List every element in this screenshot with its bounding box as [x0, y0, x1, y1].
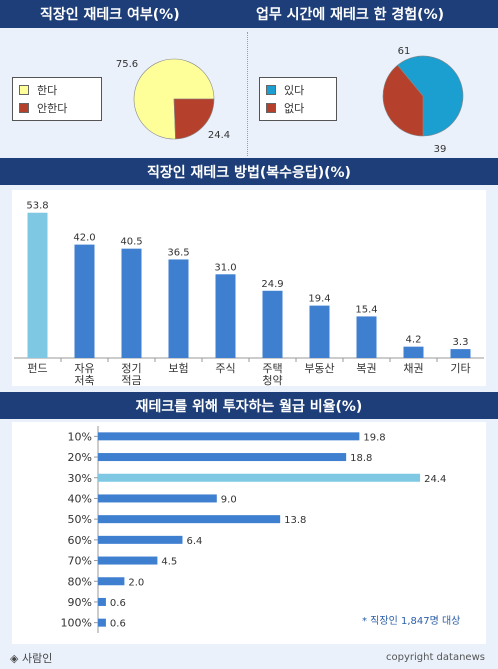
- category-label: 자유: [74, 362, 94, 375]
- source-label: ◈ 사람인: [10, 652, 53, 665]
- bar-value-label: 3.3: [453, 337, 469, 348]
- bar-value-label: 31.0: [214, 262, 236, 273]
- copyright-label: copyright datanews: [386, 652, 485, 663]
- methods-title: 직장인 재테크 방법(복수응답)(%): [147, 164, 351, 181]
- pie2-title: 업무 시간에 재테크 한 경험(%): [256, 7, 444, 23]
- bar: [262, 290, 283, 358]
- category-label: 90%: [68, 596, 92, 609]
- pie1-legend: 한다 안한다: [12, 77, 102, 121]
- bar: [98, 432, 360, 441]
- category-label: 70%: [68, 555, 92, 568]
- bar-value-label: 6.4: [186, 536, 202, 547]
- bar: [74, 244, 95, 358]
- category-label: 복권: [356, 362, 376, 375]
- sample-note: * 직장인 1,847명 대상: [362, 616, 461, 627]
- bar: [98, 597, 106, 606]
- bar-value-label: 2.0: [128, 577, 144, 588]
- bar-value-label: 19.8: [363, 432, 385, 443]
- bar-value-label: 15.4: [355, 304, 377, 315]
- pie-slice-label: 61: [398, 46, 411, 57]
- category-label: 펀드: [27, 362, 47, 375]
- bar: [356, 316, 377, 358]
- pie2-legend: 있다 없다: [259, 77, 337, 121]
- pie1-title: 직장인 재테크 여부(%): [40, 7, 180, 23]
- category-label: 60%: [68, 534, 92, 547]
- category-label: 적금: [121, 374, 141, 387]
- pie-slice: [382, 64, 424, 137]
- bar: [27, 212, 48, 358]
- bar-value-label: 53.8: [26, 201, 48, 212]
- bar-value-label: 9.0: [221, 494, 237, 505]
- bar: [403, 346, 424, 358]
- category-label: 청약: [262, 373, 282, 387]
- bar-value-label: 4.5: [161, 557, 177, 568]
- bar-value-label: 13.8: [284, 515, 306, 526]
- legend-label: 한다: [37, 84, 58, 97]
- bar: [168, 259, 189, 358]
- legend-swatch: [266, 85, 276, 95]
- bar: [98, 494, 217, 503]
- top-header-band: 직장인 재테크 여부(%) 업무 시간에 재테크 한 경험(%): [0, 0, 498, 28]
- legend-label: 없다: [284, 102, 305, 115]
- bar-value-label: 24.9: [261, 279, 283, 290]
- bar: [98, 535, 183, 544]
- category-label: 주택: [262, 362, 282, 375]
- bar-value-label: 4.2: [406, 335, 422, 346]
- legend-swatch: [266, 103, 276, 113]
- category-label: 50%: [68, 513, 92, 526]
- category-label: 100%: [61, 617, 92, 630]
- category-label: 보험: [168, 362, 188, 375]
- pie-divider: [247, 32, 248, 156]
- category-label: 저축: [74, 374, 94, 387]
- methods-header-band: 직장인 재테크 방법(복수응답)(%): [0, 158, 498, 185]
- bar-value-label: 40.5: [120, 237, 142, 248]
- category-label: 80%: [68, 575, 92, 588]
- legend-swatch: [19, 103, 29, 113]
- bar: [98, 556, 158, 565]
- pie-slice-label: 39: [434, 144, 447, 155]
- bar: [309, 305, 330, 358]
- salary-bar-chart: 10% 19.8 20% 18.8 30% 24.4 40% 9.0 50% 13.8 60% 6.4…: [12, 422, 486, 644]
- bar-value-label: 0.6: [110, 598, 126, 609]
- bar-value-label: 18.8: [350, 453, 372, 464]
- bar-value-label: 0.6: [110, 619, 126, 630]
- category-label: 20%: [68, 451, 92, 464]
- category-label: 채권: [403, 362, 423, 375]
- category-label: 주식: [215, 362, 235, 375]
- bar-value-label: 24.4: [424, 474, 446, 485]
- bar: [98, 473, 421, 482]
- category-label: 40%: [68, 492, 92, 505]
- legend-item: 있다: [260, 81, 336, 99]
- bar-value-label: 42.0: [73, 233, 95, 244]
- bar: [98, 515, 281, 524]
- bar-value-label: 36.5: [167, 247, 189, 258]
- bar: [215, 274, 236, 358]
- category-label: 기타: [450, 362, 470, 375]
- salary-header-band: 재테크를 위해 투자하는 월급 비율(%): [0, 392, 498, 419]
- category-label: 30%: [68, 472, 92, 485]
- legend-label: 안한다: [37, 102, 68, 115]
- legend-item: 없다: [260, 99, 336, 117]
- bar: [98, 453, 347, 462]
- pie-slice: [397, 55, 464, 137]
- category-label: 10%: [68, 430, 92, 443]
- category-label: 부동산: [304, 362, 334, 375]
- legend-swatch: [19, 85, 29, 95]
- legend-item: 한다: [13, 81, 101, 99]
- bar: [98, 618, 106, 627]
- pie-slice: [173, 98, 215, 140]
- salary-title: 재테크를 위해 투자하는 월급 비율(%): [135, 398, 363, 415]
- pie-slice-label: 75.6: [116, 59, 138, 70]
- pie-slice-label: 24.4: [208, 130, 230, 141]
- bar: [98, 577, 125, 586]
- bar: [121, 248, 142, 358]
- legend-item: 안한다: [13, 99, 101, 117]
- bar-value-label: 19.4: [308, 294, 330, 305]
- category-label: 정기: [121, 362, 141, 375]
- bar: [450, 349, 471, 358]
- pie-charts: 75.6 24.4 61 39: [116, 46, 464, 155]
- legend-label: 있다: [284, 84, 305, 97]
